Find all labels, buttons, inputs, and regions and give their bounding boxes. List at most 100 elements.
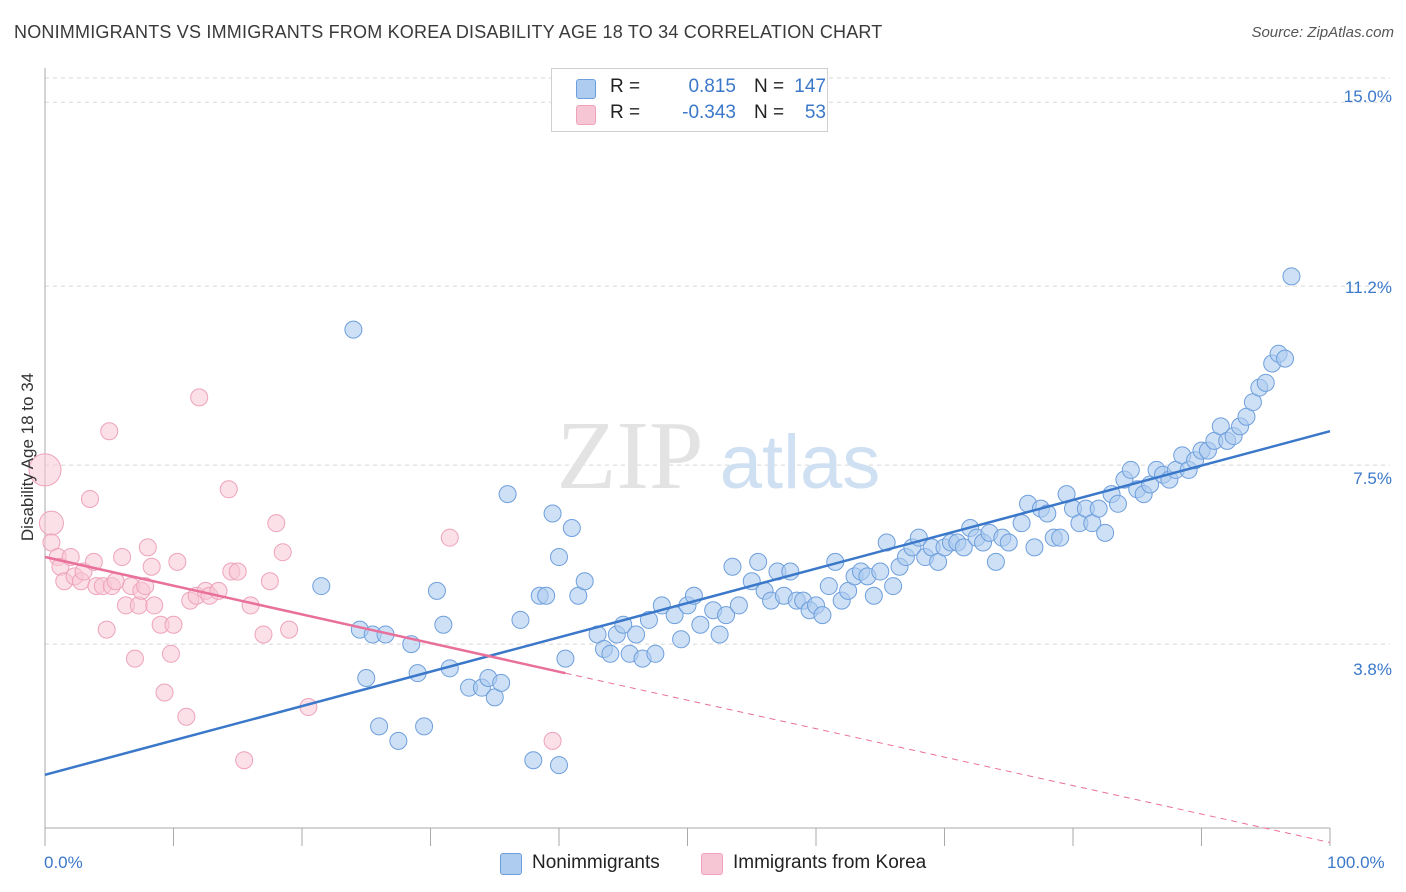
nonimmigrant-point (884, 577, 903, 596)
y-tick-label: 15.0% (1343, 87, 1392, 106)
bottom-legend-swatch-pink (701, 853, 723, 875)
nonimmigrant-point (1256, 373, 1275, 392)
korea-point (136, 577, 155, 596)
korea-trend-line (44, 555, 566, 675)
nonimmigrant-point (864, 586, 883, 605)
korea-point (168, 552, 187, 571)
nonimmigrant-point (627, 625, 646, 644)
nonimmigrant-point (749, 552, 768, 571)
nonimmigrant-point (556, 649, 575, 668)
watermark: ZIP atlas (557, 402, 881, 510)
nonimmigrant-point (511, 610, 530, 629)
legend-n-label: N = (754, 76, 785, 97)
korea-point (97, 620, 116, 639)
nonimmigrant-point (550, 756, 568, 775)
korea-point (440, 528, 459, 547)
korea-point (219, 480, 238, 499)
nonimmigrant-point (813, 606, 832, 625)
nonimmigrant-point (562, 519, 581, 537)
korea-point (543, 731, 562, 750)
nonimmigrant-point (999, 533, 1018, 552)
y-tick-label: 7.5% (1353, 469, 1392, 488)
nonimmigrant-point (1282, 267, 1301, 286)
nonimmigrant-point (492, 673, 511, 692)
korea-point (177, 707, 196, 726)
legend-swatch-pink (576, 105, 596, 125)
y-axis-label: Disability Age 18 to 34 (18, 372, 37, 542)
nonimmigrant-point (543, 504, 562, 523)
x-tick-label: 100.0% (1327, 853, 1385, 872)
korea-point (155, 683, 174, 702)
nonimmigrant-point (1096, 523, 1115, 542)
nonimmigrant-point (1121, 460, 1140, 479)
korea-point (113, 548, 132, 567)
trend-lines (44, 430, 1331, 844)
bottom-legend-swatch-blue (500, 853, 522, 875)
nonimmigrant-point (415, 717, 434, 736)
korea-point (190, 388, 209, 407)
axes (44, 68, 1331, 846)
y-tick-label: 3.8% (1353, 660, 1392, 679)
korea-trend-extension (565, 672, 1331, 844)
nonimmigrant-point (357, 669, 376, 687)
nonimmigrants-trend-line (44, 430, 1331, 776)
series-nonimmigrants (312, 267, 1301, 775)
nonimmigrant-point (389, 731, 408, 750)
nonimmigrant-point (370, 717, 389, 736)
nonimmigrant-point (1276, 349, 1295, 368)
source-label: Source: ZipAtlas.com (1251, 24, 1394, 41)
legend-n-value: 147 (794, 76, 826, 97)
nonimmigrant-point (723, 557, 742, 576)
korea-point (28, 453, 62, 487)
legend-swatch-blue (576, 79, 596, 99)
nonimmigrant-point (434, 615, 453, 634)
nonimmigrant-point (819, 577, 838, 596)
korea-point (80, 489, 99, 508)
nonimmigrant-point (1089, 499, 1108, 518)
legend-n-label: N = (754, 102, 785, 123)
legend-r-label: R = (610, 76, 641, 97)
nonimmigrant-point (691, 615, 710, 634)
bottom-legend-label: Nonimmigrants (532, 852, 660, 873)
nonimmigrant-point (1108, 494, 1127, 513)
watermark-atlas: atlas (720, 420, 881, 505)
bottom-legend-label: Immigrants from Korea (733, 852, 927, 873)
nonimmigrant-point (672, 630, 691, 649)
series-immigrants-from-korea (28, 388, 562, 770)
nonimmigrant-point (537, 586, 556, 605)
watermark-zip: ZIP (557, 402, 704, 510)
nonimmigrant-point (717, 606, 736, 625)
nonimmigrant-point (312, 577, 331, 596)
nonimmigrant-point (954, 538, 973, 557)
nonimmigrant-point (1051, 528, 1070, 547)
nonimmigrant-point (498, 485, 517, 504)
nonimmigrant-point (729, 596, 748, 615)
korea-point (100, 422, 119, 441)
y-tick-label: 11.2% (1345, 278, 1392, 297)
nonimmigrant-point (601, 644, 620, 663)
korea-point (260, 572, 279, 591)
legend-r-value: 0.815 (688, 76, 736, 97)
korea-point (161, 644, 180, 663)
nonimmigrant-point (575, 572, 594, 591)
korea-point (235, 751, 254, 770)
korea-point (142, 557, 161, 576)
legend-n-value: 53 (804, 102, 826, 123)
korea-point (254, 625, 273, 644)
korea-point (138, 538, 157, 557)
nonimmigrant-point (646, 644, 665, 663)
korea-point (125, 649, 144, 668)
korea-point (164, 615, 183, 634)
nonimmigrant-point (524, 751, 543, 770)
korea-point (145, 596, 164, 615)
korea-point (38, 510, 64, 536)
nonimmigrant-point (871, 562, 890, 581)
nonimmigrant-point (710, 625, 729, 644)
x-tick-label: 0.0% (44, 853, 83, 872)
nonimmigrant-point (550, 548, 568, 567)
legend-r-value: -0.343 (682, 102, 736, 123)
grid-lines (45, 77, 1390, 645)
korea-point (228, 562, 247, 581)
nonimmigrant-point (1012, 514, 1031, 533)
